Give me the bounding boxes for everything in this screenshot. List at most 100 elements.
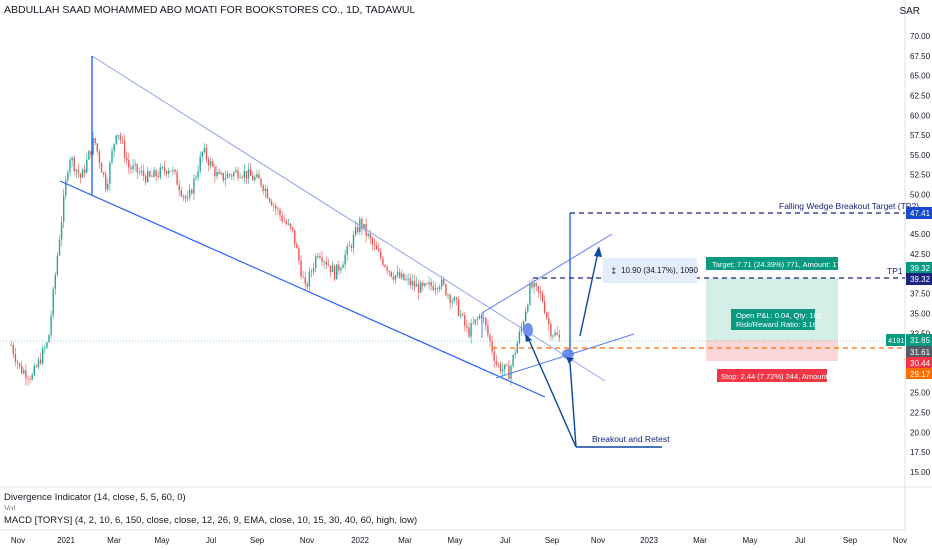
candle-body xyxy=(113,143,115,152)
x-tick-label: 2022 xyxy=(351,536,369,545)
candle-body xyxy=(422,282,424,287)
candle-body xyxy=(216,172,218,177)
x-tick-label: Jul xyxy=(206,536,216,545)
breakout-circle xyxy=(523,323,533,337)
x-tick-label: Nov xyxy=(893,536,907,545)
volume-indicator-label[interactable]: Vol xyxy=(4,504,16,510)
y-tick-label: 62.50 xyxy=(910,91,931,100)
candle-body xyxy=(312,268,315,272)
candle-body xyxy=(340,268,342,271)
stop-zone xyxy=(706,340,838,361)
y-tick-label: 60.00 xyxy=(910,111,931,120)
open-pl-box xyxy=(731,309,815,330)
candle-body xyxy=(77,169,80,174)
candle-body xyxy=(126,157,128,160)
candle-body xyxy=(483,317,485,319)
candle-body xyxy=(504,364,506,370)
candle-body xyxy=(501,369,504,372)
candle-body xyxy=(100,163,103,173)
macd-indicator-label[interactable]: MACD [TORYS] (4, 2, 10, 6, 150, close, c… xyxy=(4,515,418,526)
candle-body xyxy=(260,178,262,186)
candle-body xyxy=(539,291,542,294)
candle-body xyxy=(149,171,151,177)
candle-body xyxy=(252,175,254,181)
candle-body xyxy=(58,240,61,256)
divergence-indicator-label[interactable]: Divergence Indicator (14, close, 5, 5, 6… xyxy=(4,492,186,503)
candle-body xyxy=(128,159,130,168)
candle-body xyxy=(308,271,311,287)
candle-body xyxy=(18,363,21,366)
candle-body xyxy=(176,172,178,185)
open-pl-label: Open P&L: 0.04, Qty: 102 xyxy=(736,311,822,320)
candle-body xyxy=(153,170,155,177)
channel-upper xyxy=(481,233,613,314)
candle-body xyxy=(73,157,75,171)
candle-body xyxy=(92,138,94,155)
x-tick-label: May xyxy=(742,536,757,545)
candle-body xyxy=(35,365,38,367)
candle-body xyxy=(361,218,363,229)
candle-body xyxy=(354,227,357,235)
tag-tp1-line-box xyxy=(906,273,932,285)
x-tick-label: May xyxy=(447,536,462,545)
y-tick-label: 57.50 xyxy=(910,131,931,140)
candle-body xyxy=(499,364,502,372)
target-label: Target: 7.71 (24.39%) 771, Amount: 1789.… xyxy=(712,260,860,269)
candle-body xyxy=(245,171,248,179)
candle-body xyxy=(495,361,497,365)
candle-body xyxy=(144,175,147,183)
candle-body xyxy=(210,161,212,166)
tag-stop-a: 30.44 xyxy=(910,359,931,368)
candle-body xyxy=(277,208,279,210)
candle-body xyxy=(291,227,294,231)
candle-body xyxy=(281,215,283,222)
candle-body xyxy=(119,134,122,140)
target-label-box xyxy=(706,257,838,270)
candle-body xyxy=(476,318,479,320)
candle-body xyxy=(102,172,105,175)
candle-body xyxy=(90,151,92,155)
measure-icon: ↕ xyxy=(610,267,618,277)
candle-body xyxy=(342,264,344,268)
chart-title: ABDULLAH SAAD MOHAMMED ABO MOATI FOR BOO… xyxy=(4,4,416,16)
tag-last: 31.65 xyxy=(910,336,931,345)
candle-body xyxy=(396,272,399,276)
candle-body xyxy=(134,164,136,166)
candle-body xyxy=(151,176,153,178)
candle-body xyxy=(378,249,380,252)
candle-body xyxy=(405,279,407,281)
candle-body xyxy=(415,283,418,287)
tag-stop-b: 29.17 xyxy=(910,370,931,379)
countdown: 4191 xyxy=(888,336,905,345)
candle-body xyxy=(178,184,180,191)
tag-tp1-box xyxy=(906,262,932,274)
candle-body xyxy=(411,281,413,285)
candle-body xyxy=(529,283,531,305)
candle-body xyxy=(546,312,548,318)
x-tick-label: Mar xyxy=(107,536,121,545)
candles xyxy=(10,132,560,386)
candle-body xyxy=(270,201,273,206)
candle-body xyxy=(399,272,401,278)
candle-body xyxy=(329,265,332,272)
candle-body xyxy=(375,245,378,250)
y-tick-label: 45.00 xyxy=(910,230,931,239)
y-tick-label: 52.50 xyxy=(910,171,931,180)
x-tick-label: Sep xyxy=(843,536,858,545)
candle-body xyxy=(390,271,392,277)
y-tick-label: 20.00 xyxy=(910,428,931,437)
candle-body xyxy=(436,288,439,290)
candle-body xyxy=(394,275,397,280)
candle-body xyxy=(14,354,17,362)
y-tick-label: 37.50 xyxy=(910,290,931,299)
candle-body xyxy=(27,378,29,380)
candle-body xyxy=(52,288,54,316)
candle-body xyxy=(457,299,460,316)
candle-body xyxy=(31,374,33,380)
x-tick-label: Sep xyxy=(545,536,560,545)
candle-body xyxy=(168,170,170,174)
candle-body xyxy=(300,260,302,277)
candle-body xyxy=(33,365,35,375)
candle-body xyxy=(336,264,338,280)
